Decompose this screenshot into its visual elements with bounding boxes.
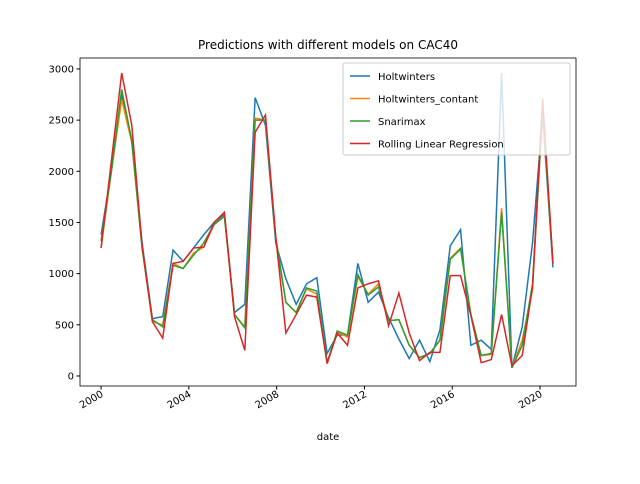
- x-tick-label: 2016: [429, 389, 457, 411]
- y-tick-label: 2000: [49, 167, 74, 178]
- y-tick-label: 2500: [49, 116, 74, 127]
- legend-label: Holtwinters_contant: [378, 95, 478, 106]
- legend-label: Snarimax: [378, 117, 426, 128]
- line-series: [100, 72, 554, 368]
- legend-label: Holtwinters: [378, 72, 435, 83]
- chart-title: Predictions with different models on CAC…: [198, 38, 458, 52]
- x-tick-label: 2020: [517, 389, 545, 411]
- x-tick-label: 2012: [341, 389, 369, 411]
- plot-frame: [79, 57, 577, 387]
- legend-label: Rolling Linear Regression: [378, 140, 504, 151]
- y-tick-label: 1000: [49, 269, 74, 280]
- y-tick-label: 3000: [49, 64, 74, 75]
- x-tick-label: 2000: [78, 389, 106, 411]
- x-tick-label: 2004: [166, 389, 194, 411]
- x-tick-label: 2008: [254, 389, 282, 411]
- y-tick-label: 500: [55, 320, 74, 331]
- legend: Holtwinters Holtwinters_contant Snarimax Ro…: [342, 62, 571, 156]
- y-tick-label: 1500: [49, 218, 74, 229]
- x-axis-label: date: [317, 432, 340, 443]
- legend-box: [342, 62, 571, 156]
- y-tick-label: 0: [68, 371, 74, 382]
